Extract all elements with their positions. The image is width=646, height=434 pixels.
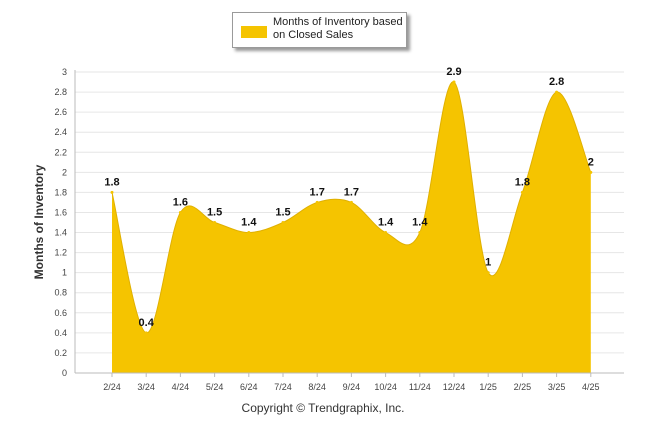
data-label: 1.5 [207,207,222,219]
data-point [486,271,490,275]
data-labels: 1.8 0.4 1.6 1.5 1.4 1.5 1.7 1.7 1.4 1.4 2.9 1 1.8 2.8… [104,66,594,329]
data-label: 1.8 [515,176,530,188]
data-label: 1.7 [344,186,359,198]
data-label: 1.6 [173,196,188,208]
data-point [452,80,456,84]
x-tick-label: 8/24 [308,382,326,392]
data-point [247,231,251,235]
data-point [418,231,422,235]
y-tick-label: 2.4 [54,127,67,137]
data-label: 2 [588,156,594,168]
data-label: 1.8 [104,176,119,188]
legend-label: Months of Inventory based on Closed Sale… [273,16,403,41]
x-tick-label: 6/24 [240,382,258,392]
data-label: 1 [485,257,491,269]
y-tick-label: 0.8 [54,288,67,298]
x-tick-label: 7/24 [274,382,292,392]
series-area [110,80,593,373]
x-tick-label: 3/24 [137,382,155,392]
x-tick-label: 2/25 [514,382,532,392]
x-tick-label: 4/24 [172,382,190,392]
data-label: 1.4 [412,217,428,229]
x-tick-label: 5/24 [206,382,224,392]
data-point [144,331,148,335]
data-point [349,200,353,204]
legend: Months of Inventory based on Closed Sale… [232,12,407,48]
x-tick-label: 2/24 [103,382,121,392]
data-point [281,221,285,224]
y-tick-label: 0 [62,368,67,378]
y-tick-labels: 0 0.2 0.4 0.6 0.8 1 1.2 1.4 1.6 1.8 2 2.2 2.4 2.6 2.8 3 [54,67,67,378]
data-label: 2.9 [446,66,461,78]
y-tick-label: 1.8 [54,187,67,197]
x-tick-labels: 2/24 3/24 4/24 5/24 6/24 7/24 8/24 9/24 10/24 11/… [103,382,599,392]
y-axis-title: Months of Inventory [32,164,46,279]
x-tick-label: 9/24 [343,382,361,392]
area-fill [112,81,591,373]
x-tick-label: 11/24 [409,382,431,392]
data-label: 1.7 [310,186,325,198]
y-tick-label: 0.6 [54,308,67,318]
x-tick-label: 3/25 [548,382,566,392]
data-label: 1.4 [241,217,257,229]
data-label: 1.5 [275,207,290,219]
y-tick-label: 1.6 [54,207,67,217]
y-tick-label: 0.2 [54,348,67,358]
x-tick-label: 12/24 [443,382,466,392]
y-tick-label: 2.2 [54,147,67,157]
data-point [589,170,593,174]
y-tick-label: 0.4 [54,328,67,338]
y-tick-label: 1.2 [54,248,67,258]
data-point [110,190,114,194]
data-label: 2.8 [549,76,564,88]
data-point [555,90,559,94]
axes [74,70,624,377]
data-label: 0.4 [139,317,155,329]
data-point [178,210,182,214]
y-tick-label: 1 [62,268,67,278]
data-point [520,190,524,194]
legend-swatch [241,26,267,38]
data-label: 1.4 [378,217,394,229]
y-tick-label: 1.4 [54,228,67,238]
y-tick-label: 2.8 [54,87,67,97]
copyright-text: Copyright © Trendgraphix, Inc. [241,401,405,415]
y-tick-label: 2.6 [54,107,67,117]
data-point [213,221,217,224]
x-tick-label: 10/24 [374,382,397,392]
x-tick-label: 1/25 [479,382,497,392]
data-point [384,231,388,235]
y-tick-label: 3 [62,67,67,77]
data-point [315,200,319,204]
x-tick-label: 4/25 [582,382,600,392]
y-tick-label: 2 [62,167,67,177]
